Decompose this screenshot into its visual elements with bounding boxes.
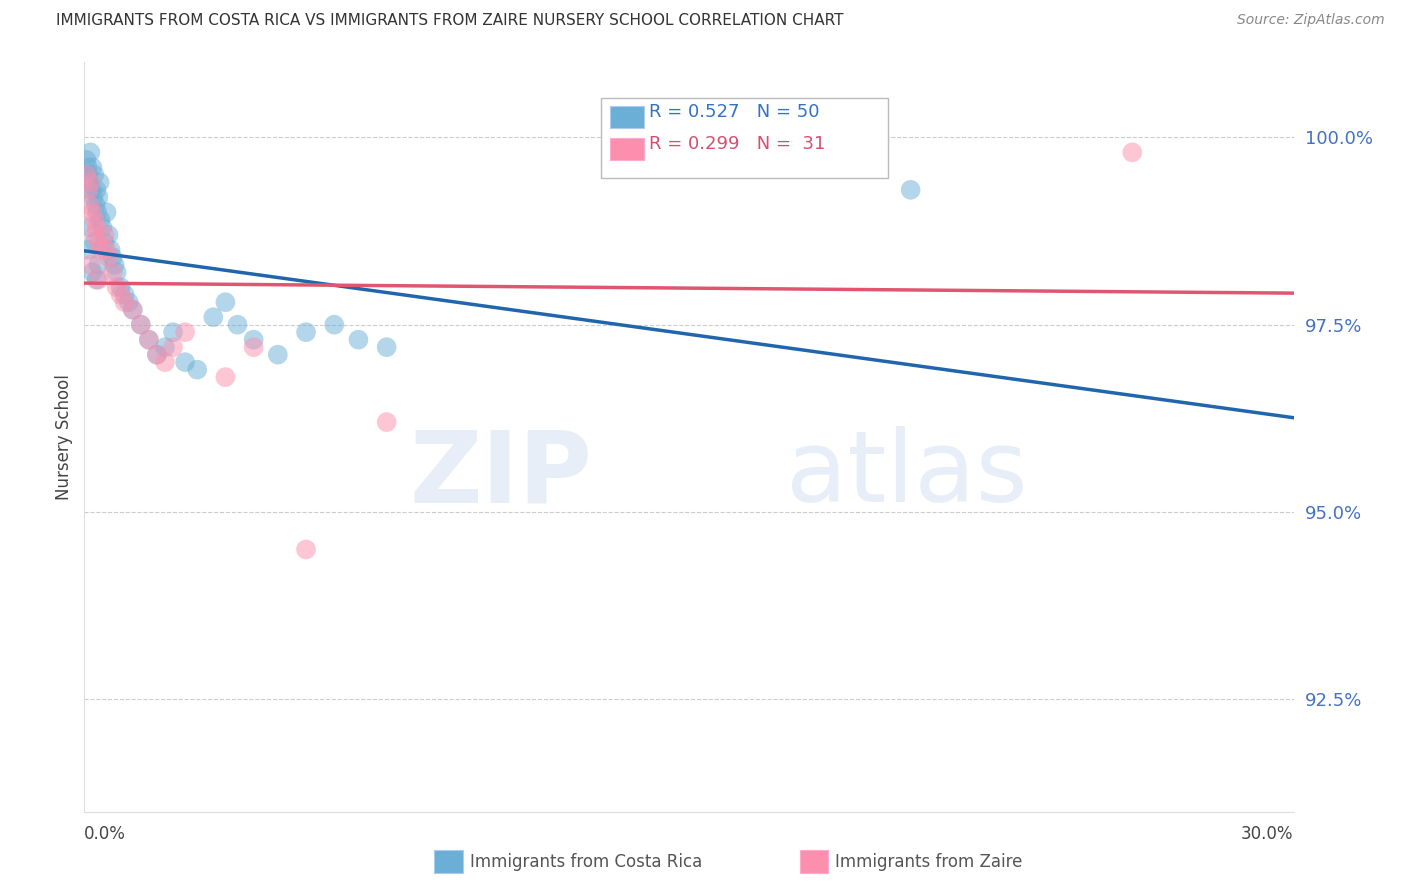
Point <box>105 280 128 294</box>
Point <box>83 168 105 182</box>
Point <box>97 250 120 264</box>
Point <box>82 265 104 279</box>
Point <box>242 333 264 347</box>
Point <box>375 415 398 429</box>
Point <box>110 287 132 301</box>
Point <box>83 235 105 250</box>
Point <box>75 153 97 167</box>
Point <box>138 333 160 347</box>
Point <box>80 183 103 197</box>
Point <box>121 302 143 317</box>
Point <box>86 183 108 197</box>
Point <box>146 348 169 362</box>
Point <box>162 340 184 354</box>
Point <box>84 198 107 212</box>
Point <box>77 243 100 257</box>
Point <box>82 190 104 204</box>
Point <box>77 198 100 212</box>
Point <box>295 325 318 339</box>
Point <box>77 175 100 189</box>
Point <box>96 205 118 219</box>
Point <box>75 168 97 182</box>
Point <box>295 542 318 557</box>
Point <box>86 273 108 287</box>
Point <box>347 333 370 347</box>
Point <box>82 205 104 219</box>
Point <box>76 161 98 175</box>
Point <box>129 318 152 332</box>
Text: atlas: atlas <box>786 426 1028 523</box>
Point <box>86 220 108 235</box>
Point <box>96 243 118 257</box>
Point <box>121 302 143 317</box>
Point <box>375 340 398 354</box>
Point <box>1121 145 1143 160</box>
Point <box>89 175 111 189</box>
Point <box>83 227 105 242</box>
Point <box>89 243 111 257</box>
Point <box>101 250 124 264</box>
Point <box>174 355 197 369</box>
Point <box>97 227 120 242</box>
Point <box>129 318 152 332</box>
Point <box>153 355 176 369</box>
Y-axis label: Nursery School: Nursery School <box>55 374 73 500</box>
Text: IMMIGRANTS FROM COSTA RICA VS IMMIGRANTS FROM ZAIRE NURSERY SCHOOL CORRELATION C: IMMIGRANTS FROM COSTA RICA VS IMMIGRANTS… <box>56 13 844 29</box>
Point <box>162 325 184 339</box>
Point <box>79 175 101 189</box>
Text: Source: ZipAtlas.com: Source: ZipAtlas.com <box>1237 13 1385 28</box>
Point <box>93 235 115 250</box>
Point <box>323 318 346 332</box>
Point <box>186 362 208 376</box>
Text: Immigrants from Zaire: Immigrants from Zaire <box>835 853 1022 871</box>
Point <box>79 145 101 160</box>
Point <box>104 258 127 272</box>
Point <box>900 183 922 197</box>
Text: 30.0%: 30.0% <box>1241 825 1294 843</box>
Point <box>100 243 122 257</box>
Point <box>87 190 110 204</box>
Point <box>214 370 236 384</box>
Point <box>79 258 101 272</box>
Text: Immigrants from Costa Rica: Immigrants from Costa Rica <box>470 853 702 871</box>
Point <box>114 295 136 310</box>
Point <box>87 235 110 250</box>
Text: R = 0.527   N = 50: R = 0.527 N = 50 <box>650 103 820 120</box>
Point <box>267 348 290 362</box>
Point <box>146 348 169 362</box>
Point <box>79 220 101 235</box>
Point <box>89 212 111 227</box>
Point <box>138 333 160 347</box>
Point <box>93 227 115 242</box>
Text: R = 0.299   N =  31: R = 0.299 N = 31 <box>650 135 825 153</box>
Point <box>82 161 104 175</box>
Text: 0.0%: 0.0% <box>84 825 127 843</box>
Point <box>77 183 100 197</box>
Point <box>91 220 114 235</box>
Point <box>87 273 110 287</box>
Point <box>174 325 197 339</box>
Point <box>86 205 108 219</box>
Point <box>214 295 236 310</box>
Point <box>242 340 264 354</box>
Point <box>87 258 110 272</box>
Point <box>105 265 128 279</box>
Point <box>153 340 176 354</box>
Point <box>202 310 225 325</box>
Point <box>77 168 100 182</box>
Point <box>114 287 136 301</box>
Point <box>110 280 132 294</box>
Text: ZIP: ZIP <box>409 426 592 523</box>
Point <box>118 295 141 310</box>
Point <box>226 318 249 332</box>
Point <box>101 265 124 279</box>
Point <box>83 212 105 227</box>
